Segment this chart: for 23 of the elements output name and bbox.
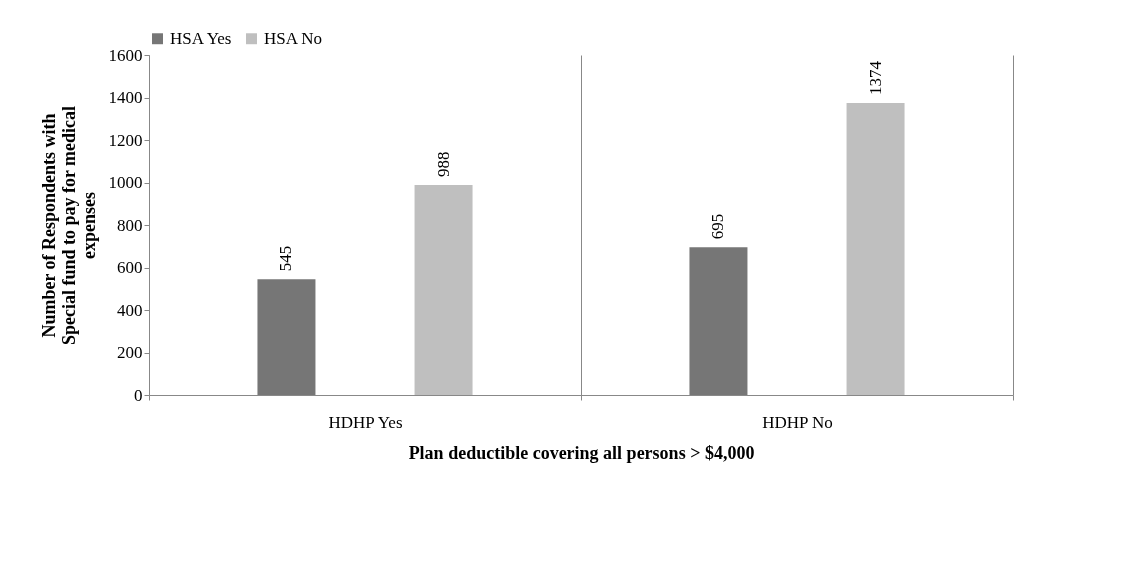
y-tick-label: 1400 [108,88,143,107]
y-tick-label: 0 [134,385,143,405]
data-label: 988 [433,151,453,178]
y-tick-label: 400 [117,300,143,320]
bar [846,103,905,395]
data-label: 545 [276,245,296,272]
x-axis-title: Plan deductible covering all persons > $4,000 [408,442,755,463]
y-tick-label: 1200 [108,130,143,150]
bar [257,279,316,395]
legend-label: HSA No [264,28,323,48]
bar [414,185,473,395]
y-axis-title: Number of Respondents with Special fund to pay for medical expenses [38,105,99,346]
bar [689,247,748,395]
legend-label: HSA Yes [170,28,232,48]
y-tick-label: 800 [117,215,143,235]
y-tick-label: 1600 [108,45,143,65]
y-tick-label: 600 [117,258,143,277]
x-tick-label: HDHP Yes [328,412,403,432]
y-tick-label: 200 [117,343,143,362]
data-label: 1374 [865,60,885,96]
y-tick-label: 1000 [108,173,143,192]
data-label: 695 [708,213,728,240]
x-tick-label: HDHP No [762,412,833,432]
